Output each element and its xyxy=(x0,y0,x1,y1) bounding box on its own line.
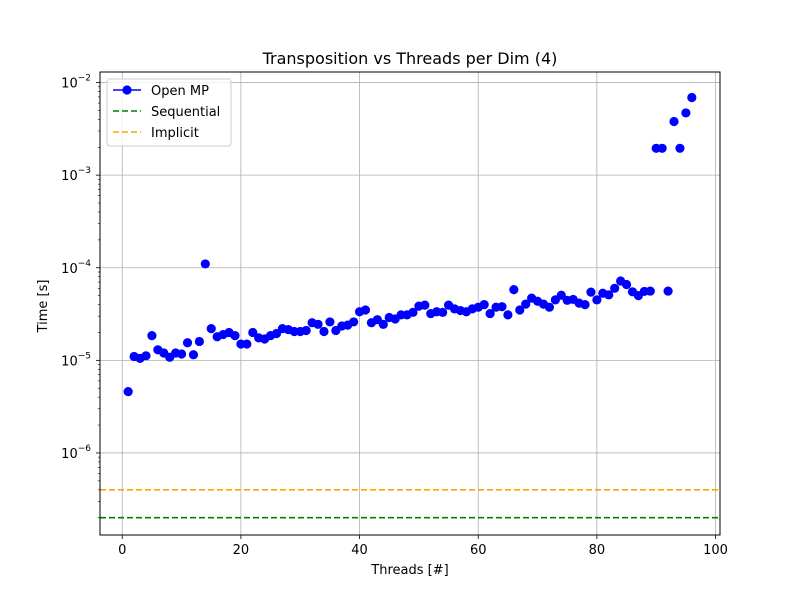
legend-frame xyxy=(106,78,232,147)
data-point xyxy=(325,317,335,327)
data-point xyxy=(230,331,240,341)
data-point xyxy=(176,349,187,359)
data-point xyxy=(515,305,525,315)
data-point xyxy=(420,300,430,310)
x-tick-label: 100 xyxy=(703,543,728,558)
data-point xyxy=(194,336,204,347)
data-point xyxy=(206,324,216,334)
x-tick-label: 20 xyxy=(233,543,250,558)
y-tick-label-base: 10 xyxy=(61,262,78,277)
y-tick-label-base: 10 xyxy=(61,447,78,462)
y-tick-label-exponent: −5 xyxy=(78,351,91,361)
series-open-mp xyxy=(123,92,697,397)
data-point xyxy=(675,143,685,153)
data-point xyxy=(147,331,157,341)
data-point xyxy=(681,108,691,118)
legend: Open MP Sequential Implicit xyxy=(106,78,232,147)
data-point xyxy=(687,92,697,103)
y-tick-label: 10−2 xyxy=(61,74,91,92)
x-tick-label: 80 xyxy=(589,543,606,558)
y-tick-label-base: 10 xyxy=(61,354,78,369)
y-axis-label: Time [s] xyxy=(36,280,51,334)
chart-title: Transposition vs Threads per Dim (4) xyxy=(262,49,558,68)
data-point xyxy=(663,286,673,296)
data-point xyxy=(669,116,679,127)
y-tick-label: 10−4 xyxy=(61,259,91,277)
data-point xyxy=(313,319,323,329)
legend-label: Open MP xyxy=(151,84,209,99)
x-axis-label: Threads [#] xyxy=(370,563,448,578)
data-point xyxy=(242,339,252,349)
data-point xyxy=(319,326,329,337)
data-point xyxy=(123,386,133,397)
data-point xyxy=(479,300,489,310)
data-point xyxy=(610,283,620,293)
axes-frame xyxy=(99,71,721,536)
x-tick-label: 0 xyxy=(118,543,126,558)
y-tick-label: 10−3 xyxy=(61,166,91,184)
data-point xyxy=(497,302,507,312)
data-point xyxy=(544,302,555,312)
y-tick-label-base: 10 xyxy=(61,77,78,92)
data-point xyxy=(141,351,151,361)
data-point xyxy=(485,308,495,319)
legend-marker xyxy=(122,85,132,95)
data-point xyxy=(586,287,596,297)
y-tick-label-base: 10 xyxy=(61,169,78,184)
y-tick-label-exponent: −4 xyxy=(78,259,92,269)
data-point xyxy=(188,350,199,360)
data-point xyxy=(408,307,418,317)
y-tick-label-exponent: −6 xyxy=(78,444,92,454)
data-point xyxy=(378,319,388,329)
data-point xyxy=(621,279,632,290)
data-point xyxy=(592,295,602,305)
data-point xyxy=(521,299,531,309)
data-point xyxy=(645,286,655,296)
data-point xyxy=(580,300,590,310)
y-tick-label-exponent: −3 xyxy=(78,166,91,176)
data-point xyxy=(657,143,667,153)
y-tick-label-exponent: −2 xyxy=(78,74,91,84)
data-point xyxy=(182,338,193,348)
data-point xyxy=(200,259,210,269)
data-point xyxy=(248,327,258,338)
data-point xyxy=(503,310,513,320)
x-tick-label: 60 xyxy=(470,543,487,558)
legend-label: Sequential xyxy=(151,105,220,120)
data-point xyxy=(438,307,448,317)
legend-label: Implicit xyxy=(151,126,199,141)
y-tick-label: 10−5 xyxy=(61,351,91,369)
data-point xyxy=(604,290,614,300)
data-point xyxy=(349,317,359,327)
data-point xyxy=(360,305,371,315)
data-point xyxy=(509,285,519,295)
data-point xyxy=(301,325,311,336)
y-tick-label: 10−6 xyxy=(61,444,91,462)
x-tick-label: 40 xyxy=(351,543,368,558)
